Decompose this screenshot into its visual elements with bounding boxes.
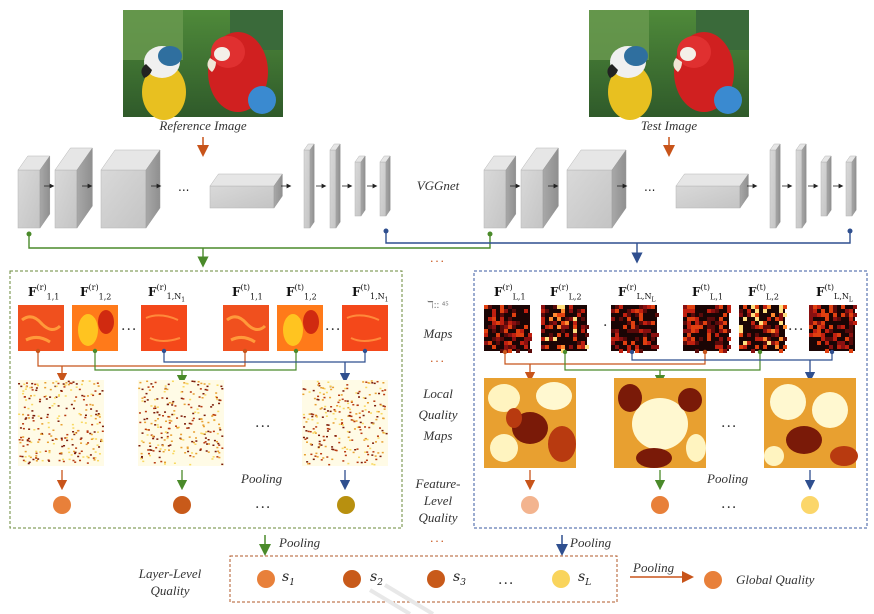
- pooling-right: Pooling: [707, 471, 749, 486]
- right-qmap-ellipsis: ...: [721, 415, 738, 431]
- global-quality-dot: [704, 571, 722, 589]
- test-image-label: Test Image: [640, 118, 698, 133]
- feature-map-label: F(r)L,2: [550, 283, 582, 302]
- right-dot-ellipsis: ...: [721, 496, 738, 512]
- local-quality-map: [614, 378, 706, 468]
- local-label-2: Quality: [418, 407, 458, 422]
- network-label: VGGnet: [416, 178, 460, 193]
- local-quality-map: [302, 380, 388, 466]
- feature-map-label: F(t)L,2: [748, 283, 779, 302]
- vggnet-reference: ...: [17, 143, 391, 229]
- layer1-panel: [9, 270, 403, 529]
- feature-map-label: F(r)1,N1: [148, 283, 186, 304]
- maps-scribble: ℸ:: ⁴⁵: [427, 300, 449, 311]
- feature-quality-dot: [53, 496, 71, 514]
- left-ellipsis-1: ...: [121, 318, 138, 334]
- reference-image: [123, 10, 283, 120]
- layer-score-label: s2: [370, 569, 383, 588]
- left-feature-maps: [18, 305, 388, 351]
- local-quality-map: [764, 378, 858, 468]
- feature-map-label: F(r)1,1: [28, 283, 60, 302]
- vgg-layer-block: [209, 173, 283, 209]
- left-ellipsis-2: ...: [325, 318, 342, 334]
- pooling-left-bottom: Pooling: [279, 535, 321, 550]
- layer-score-dot: [257, 570, 275, 588]
- vgg-layer-block: [354, 155, 366, 217]
- reference-image-label: Reference Image: [159, 118, 247, 133]
- local-label-1: Local: [423, 386, 453, 401]
- right-ellipsis-2: ...: [788, 318, 805, 334]
- left-pair-connectors: [35, 348, 368, 386]
- vgg-layer-block: [675, 173, 749, 209]
- feature-quality-dot: [801, 496, 819, 514]
- layerL-panel: [473, 270, 868, 529]
- vgg-layer-block: [100, 149, 161, 229]
- pooling-arrows: [56, 470, 816, 583]
- pooling-left: Pooling: [241, 471, 283, 486]
- feature-map-label: F(t)1,N1: [352, 283, 389, 304]
- test-image: [589, 10, 749, 120]
- pooling-right-bottom: Pooling: [570, 535, 612, 550]
- feature-map-label: F(t)1,2: [286, 283, 317, 302]
- vgg-layer-block: [795, 143, 807, 229]
- global-quality-label: Global Quality: [736, 572, 815, 587]
- feature-level-1: Feature-: [415, 476, 461, 491]
- layer-level-label-1: Layer-Level: [138, 566, 202, 581]
- layer-score-box: [229, 555, 618, 603]
- pooling-final: Pooling: [633, 560, 675, 575]
- local-quality-map: [138, 380, 224, 466]
- layer-score-dot: [427, 570, 445, 588]
- layer-score-dot: [552, 570, 570, 588]
- ellipsis-mid: ...: [430, 350, 446, 365]
- score-ellipsis: ...: [498, 572, 515, 588]
- layer-level-label-2: Quality: [150, 583, 190, 598]
- layer-score-label: s1: [282, 569, 295, 588]
- feature-map-label: F(r)1,2: [80, 283, 112, 302]
- layer-score-dot: [343, 570, 361, 588]
- maps-label: Maps: [423, 326, 453, 341]
- ellipsis-top: ...: [430, 250, 446, 265]
- feature-map-label: F(r)L,1: [494, 283, 526, 302]
- feature-map-label: F(t)1,1: [232, 283, 263, 302]
- vgg-ellipsis: ...: [644, 180, 655, 194]
- feature-map-label: F(t)L,1: [692, 283, 723, 302]
- vggnet-test: ...: [483, 143, 857, 229]
- feature-quality-dot: [173, 496, 191, 514]
- feature-quality-dot: [337, 496, 355, 514]
- feature-extraction-lines: [26, 228, 853, 268]
- layer-score-label: s3: [453, 569, 466, 588]
- right-ellipsis-1: ·: [603, 318, 609, 334]
- vgg-layer-block: [17, 155, 51, 229]
- local-label-3: Maps: [423, 428, 453, 443]
- vgg-layer-block: [769, 143, 781, 229]
- feature-quality-dot: [521, 496, 539, 514]
- left-dot-ellipsis: ...: [255, 496, 272, 512]
- vgg-layer-block: [303, 143, 315, 229]
- right-feature-maps: [484, 305, 857, 353]
- vgg-layer-block: [329, 143, 341, 229]
- vgg-ellipsis: ...: [178, 180, 189, 194]
- vgg-layer-block: [845, 155, 857, 217]
- feature-level-3: Quality: [418, 510, 458, 525]
- feature-level-2: Level: [423, 493, 453, 508]
- vgg-layer-block: [566, 149, 627, 229]
- feature-map-label: F(r)L,NL: [618, 283, 656, 304]
- local-quality-map: [484, 378, 576, 468]
- vgg-layer-block: [483, 155, 517, 229]
- feature-quality-dot: [651, 496, 669, 514]
- layer-score-label: sL: [578, 569, 592, 588]
- right-pair-connectors: [502, 349, 835, 386]
- left-qmap-ellipsis: ...: [255, 415, 272, 431]
- ellipsis-bottom: ...: [430, 530, 446, 545]
- vgg-layer-block: [379, 155, 391, 217]
- watermark-strokes: [368, 583, 435, 614]
- vgg-layer-block: [520, 147, 559, 229]
- feature-map-label: F(t)L,NL: [816, 283, 853, 304]
- local-quality-maps: [18, 378, 858, 468]
- vgg-layer-block: [54, 147, 93, 229]
- vgg-layer-block: [820, 155, 832, 217]
- local-quality-map: [18, 380, 104, 466]
